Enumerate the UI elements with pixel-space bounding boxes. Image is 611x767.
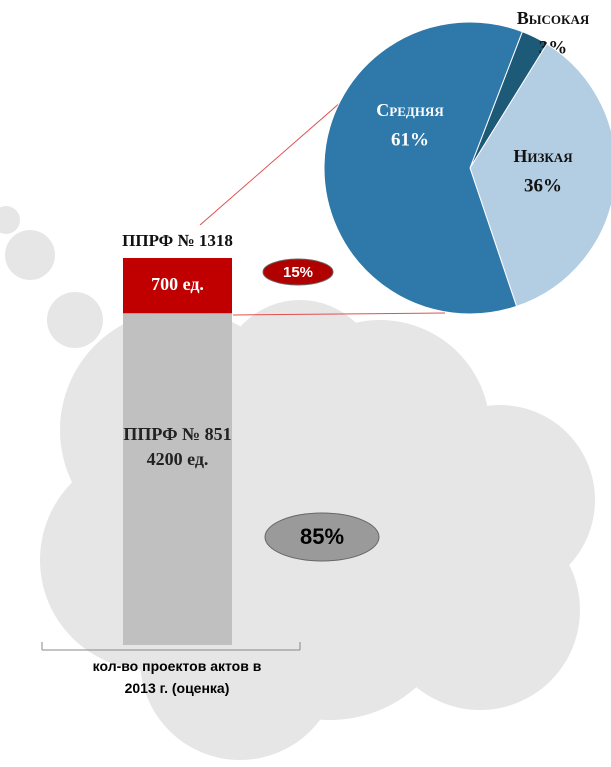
slice-value-label: 36% bbox=[524, 175, 562, 196]
bar-segment bbox=[123, 313, 232, 645]
share-label: 15% bbox=[283, 264, 313, 281]
slice-value-label: 61% bbox=[391, 129, 429, 150]
slice-name: Средняя bbox=[376, 100, 444, 120]
value-label: 4200 ед. bbox=[147, 449, 209, 469]
slice-name: Высокая bbox=[517, 8, 590, 28]
series-name: ППРФ № 851 bbox=[123, 424, 231, 444]
slice-name: Низкая bbox=[513, 146, 573, 166]
series-name: ППРФ № 1318 bbox=[122, 231, 233, 250]
value-label: 700 ед. bbox=[151, 274, 204, 294]
chart: кол-во проектов актов в2013 г. (оценка) … bbox=[0, 0, 611, 767]
share-label: 85% bbox=[300, 524, 344, 549]
